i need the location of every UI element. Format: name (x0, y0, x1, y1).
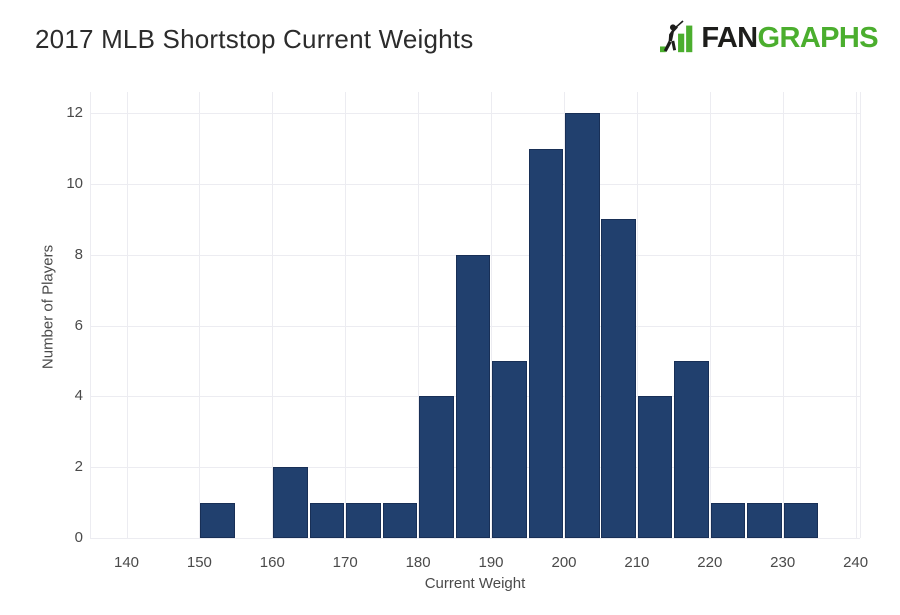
histogram-bar[interactable] (492, 361, 527, 538)
histogram-bar[interactable] (346, 502, 381, 538)
fangraphs-batter-bars-icon (660, 20, 693, 53)
x-gridline (782, 92, 784, 538)
histogram-bar[interactable] (200, 502, 235, 538)
x-tick-label: 220 (697, 554, 723, 571)
histogram-bar[interactable] (528, 148, 563, 538)
x-tick-label: 190 (478, 554, 504, 571)
logo-text-fan: FAN (701, 22, 758, 54)
x-tick-label: 170 (332, 554, 358, 571)
x-gridline (272, 92, 274, 538)
x-axis-title: Current Weight (424, 575, 526, 592)
x-tick-label: 180 (405, 554, 431, 571)
y-gridline (90, 113, 860, 115)
x-tick-label: 230 (770, 554, 796, 571)
y-tick-label: 2 (74, 458, 83, 476)
histogram-bar[interactable] (601, 219, 636, 538)
chart-title: 2017 MLB Shortstop Current Weights (35, 24, 474, 54)
y-tick-label: 0 (74, 529, 83, 546)
x-tick-label: 200 (551, 554, 577, 571)
x-gridline (709, 92, 711, 538)
y-axis-title: Number of Players (39, 244, 57, 370)
histogram-bar[interactable] (273, 467, 308, 538)
histogram-bar[interactable] (637, 396, 673, 538)
x-tick-label: 240 (843, 554, 869, 571)
y-tick-label: 4 (74, 387, 83, 405)
x-gridline (855, 92, 857, 538)
histogram-bar[interactable] (783, 502, 819, 538)
y-gridline (90, 184, 860, 185)
histogram-bar[interactable] (419, 396, 454, 538)
x-tick-label: 150 (186, 554, 212, 571)
x-gridline (199, 92, 201, 538)
histogram-bar[interactable] (565, 113, 600, 538)
y-tick-label: 8 (74, 245, 83, 263)
histogram-bar[interactable] (710, 502, 746, 538)
histogram-bar[interactable] (674, 361, 709, 538)
x-gridline (491, 92, 492, 538)
x-tick-label: 140 (113, 554, 140, 571)
y-tick-label: 12 (66, 104, 83, 122)
y-tick-label: 10 (66, 175, 83, 192)
x-gridline (564, 92, 565, 538)
x-gridline (418, 92, 420, 538)
x-tick-label: 160 (259, 554, 285, 571)
x-gridline (90, 92, 91, 538)
x-gridline (345, 92, 347, 538)
logo-text-graphs: GRAPHS (757, 22, 879, 54)
x-tick-label: 210 (624, 554, 650, 571)
histogram-bar[interactable] (747, 502, 782, 538)
histogram-bar[interactable] (309, 502, 345, 538)
x-gridline (636, 92, 638, 538)
histogram-bar[interactable] (455, 254, 491, 538)
x-gridline (860, 92, 861, 538)
histogram-bar[interactable] (382, 502, 418, 538)
x-gridline (126, 92, 128, 538)
y-gridline (90, 538, 860, 539)
fangraphs-logo[interactable]: FAN GRAPHS (660, 20, 879, 54)
y-tick-label: 6 (74, 316, 83, 334)
